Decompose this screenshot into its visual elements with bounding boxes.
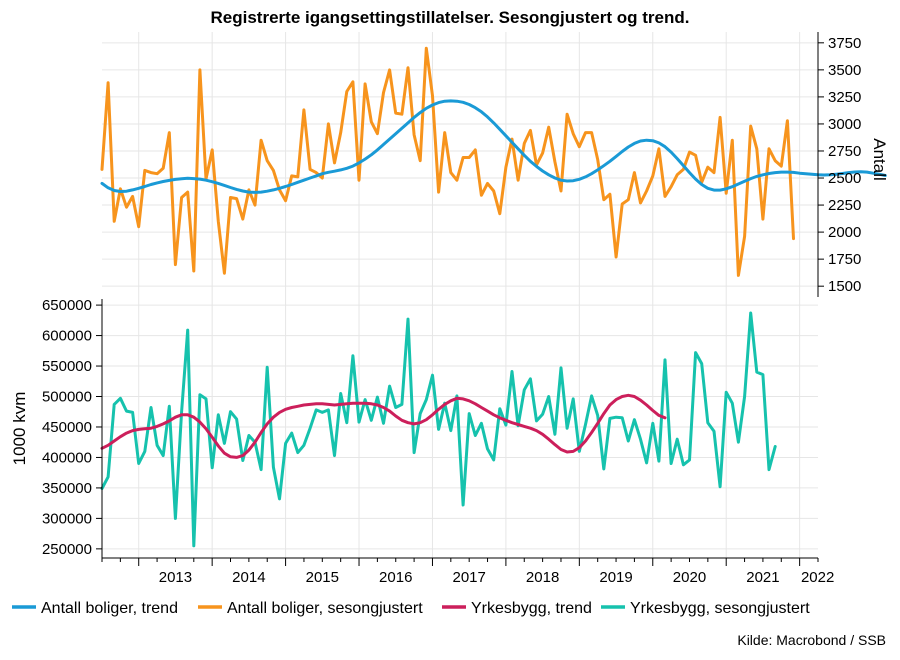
y-tick-label: 600000 [42,328,92,345]
series-layer [100,46,887,548]
y-tick-label: 3250 [828,89,861,106]
gridlines [102,32,818,558]
y-axis-label: Antall [870,138,889,181]
legend-item: Yrkesbygg, sesongjustert [601,600,810,617]
y-tick-label: 350000 [42,480,92,497]
axes [96,32,824,566]
y-tick-label: 2250 [828,197,861,214]
series-line-yrkesbygg-trend [100,393,667,459]
source-note: Kilde: Macrobond / SSB [737,632,886,648]
y-tick-label: 500000 [42,389,92,406]
x-tick-label: 2021 [746,569,779,586]
y-tick-label: 1750 [828,251,861,268]
y-axis-label: 1000 kvm [10,392,29,466]
series-line-antall-boliger-trend [100,99,887,194]
legend-label: Yrkesbygg, trend [471,600,592,617]
y-tick-label: 3750 [828,35,861,52]
x-tick-label: 2016 [379,569,412,586]
legend-label: Antall boliger, sesongjustert [227,600,423,617]
legend-item: Yrkesbygg, trend [442,600,592,617]
y-tick-label: 3500 [828,62,861,79]
x-tick-label: 2019 [599,569,632,586]
y-tick-label: 450000 [42,419,92,436]
chart-title: Registrerte igangsettingstillatelser. Se… [210,8,690,27]
x-tick-label: 2014 [232,569,265,586]
y-tick-label: 3000 [828,116,861,133]
y-tick-label: 250000 [42,541,92,558]
x-tick-label: 2022 [801,569,834,586]
legend-label: Antall boliger, trend [41,600,178,617]
y-tick-label: 550000 [42,358,92,375]
x-tick-label: 2015 [306,569,339,586]
y-tick-label: 300000 [42,510,92,527]
y-tick-label: 2000 [828,224,861,241]
y-tick-label: 650000 [42,297,92,314]
y-tick-label: 2750 [828,143,861,160]
x-tick-label: 2013 [159,569,192,586]
y-tick-label: 1500 [828,278,861,295]
legend-label: Yrkesbygg, sesongjustert [630,600,810,617]
series-line-yrkesbygg-sesongjustert [100,311,777,548]
y-tick-label: 2500 [828,170,861,187]
legend-item: Antall boliger, sesongjustert [198,600,423,617]
axis-labels: 1500 1750 2000 2250 2500 2750 3000 3250 3500 3750… [10,35,889,586]
y-tick-label: 400000 [42,449,92,466]
x-tick-label: 2020 [673,569,706,586]
series-line-antall-boliger-sesongjustert [100,46,795,277]
legend: Antall boliger, trend Antall boliger, ses… [12,600,810,617]
x-tick-label: 2018 [526,569,559,586]
legend-item: Antall boliger, trend [12,600,178,617]
x-tick-label: 2017 [452,569,485,586]
